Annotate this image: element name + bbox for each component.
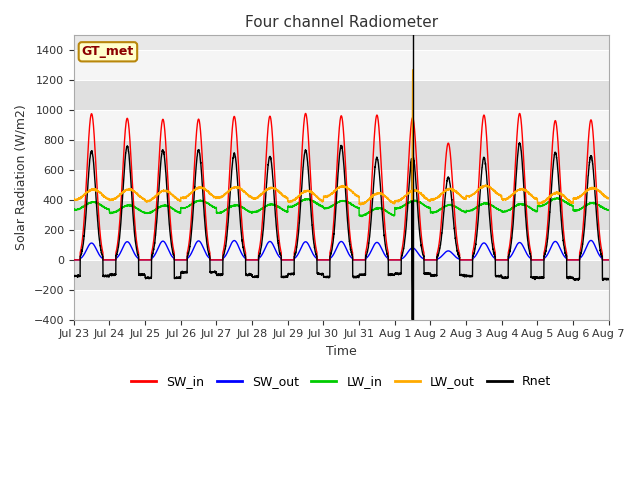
SW_in [321,257,329,263]
Rnet [492,273,499,279]
SW_out [492,256,499,262]
Rnet [461,273,469,278]
SW_in [492,257,499,263]
LW_in [554,195,561,201]
SW_out [587,238,595,243]
LW_in [461,209,469,215]
Text: GT_met: GT_met [82,45,134,58]
LW_in [431,209,439,215]
SW_in [166,212,173,218]
Bar [74,80,609,110]
LW_out [461,196,469,202]
SW_out [431,257,439,263]
SW_in [461,257,469,263]
SW_in [431,257,439,263]
SW_in [301,110,309,116]
LW_out [321,194,329,200]
Rnet [605,276,612,282]
LW_out [357,202,365,208]
Bar [74,170,609,200]
Bar [74,140,609,170]
Rnet [408,317,416,323]
Line: LW_in: LW_in [74,198,609,216]
LW_out [432,196,440,202]
Bar [74,290,609,320]
Rnet [516,140,524,146]
Title: Four channel Radiometer: Four channel Radiometer [244,15,438,30]
LW_in [604,207,612,213]
LW_in [70,207,77,213]
Rnet [166,228,173,234]
Line: SW_in: SW_in [74,113,609,260]
SW_out [321,257,329,263]
SW_in [605,257,612,263]
Bar [74,230,609,260]
LW_in [492,204,499,210]
LW_out [605,195,612,201]
Bar [74,260,609,290]
Legend: SW_in, SW_out, LW_in, LW_out, Rnet: SW_in, SW_out, LW_in, LW_out, Rnet [126,370,556,393]
Rnet [70,273,77,278]
Bar [74,200,609,230]
Line: SW_out: SW_out [74,240,609,260]
LW_out [492,189,499,195]
LW_out [166,189,173,195]
X-axis label: Time: Time [326,345,356,358]
Rnet [604,276,612,282]
SW_in [70,257,77,263]
Rnet [431,272,439,278]
LW_out [70,197,77,203]
Bar [74,50,609,80]
SW_out [604,257,612,263]
LW_out [604,195,612,201]
Bar [74,110,609,140]
LW_in [605,207,612,213]
Line: LW_out: LW_out [74,70,609,205]
LW_in [166,204,173,210]
Line: Rnet: Rnet [74,143,609,320]
Rnet [321,274,329,280]
LW_in [321,205,329,211]
SW_out [166,250,173,256]
LW_in [358,214,365,219]
Y-axis label: Solar Radiation (W/m2): Solar Radiation (W/m2) [15,105,28,251]
SW_out [605,257,612,263]
LW_out [409,67,417,72]
SW_out [70,257,77,263]
SW_in [604,257,612,263]
SW_out [461,257,468,263]
